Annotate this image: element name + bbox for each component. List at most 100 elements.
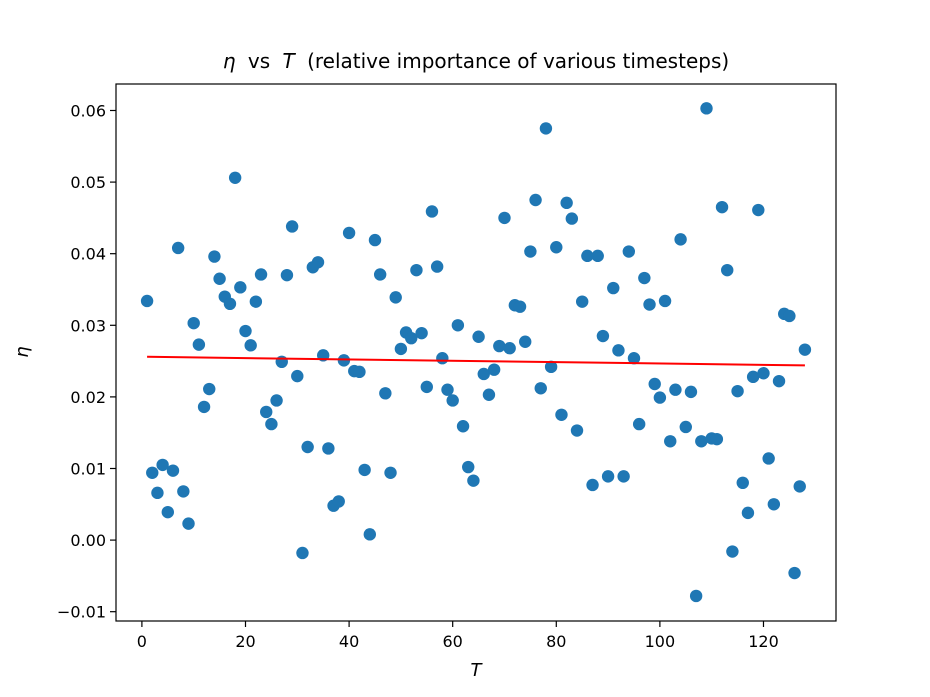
scatter-point bbox=[415, 326, 428, 340]
scatter-point bbox=[379, 387, 392, 400]
scatter-point bbox=[524, 245, 537, 258]
scatter-point bbox=[529, 193, 542, 207]
y-axis-label: η bbox=[12, 346, 33, 357]
scatter-point bbox=[715, 200, 729, 214]
x-axis-label: T bbox=[471, 660, 484, 681]
scatter-point bbox=[280, 268, 294, 282]
scatter-point bbox=[684, 385, 698, 399]
scatter-point bbox=[612, 344, 625, 357]
scatter-point bbox=[146, 466, 159, 479]
scatter-point bbox=[519, 335, 532, 348]
scatter-point bbox=[648, 377, 661, 391]
scatter-point bbox=[772, 374, 786, 388]
scatter-point bbox=[544, 360, 558, 374]
chart-title-vs: vs bbox=[248, 49, 270, 73]
scatter-point bbox=[239, 324, 252, 338]
x-axis: 0 20 40 60 80 100 120 bbox=[137, 621, 779, 651]
scatter-point bbox=[234, 281, 247, 294]
scatter-point bbox=[591, 249, 604, 263]
plot-area-frame bbox=[115, 83, 837, 622]
x-tick-label: 40 bbox=[339, 632, 359, 651]
y-tick-label: 0.04 bbox=[70, 245, 106, 264]
scatter-point bbox=[171, 241, 185, 255]
x-tick-label: 100 bbox=[645, 632, 676, 651]
scatter-point bbox=[757, 367, 770, 380]
scatter-point bbox=[430, 260, 444, 273]
chart-title-rest: (relative importance of various timestep… bbox=[307, 49, 729, 73]
scatter-point bbox=[451, 319, 465, 332]
scatter-point bbox=[467, 474, 480, 487]
scatter-point bbox=[368, 233, 382, 247]
scatter-point bbox=[539, 122, 553, 135]
scatter-point bbox=[575, 295, 589, 308]
scatter-point bbox=[736, 476, 749, 490]
scatter-point bbox=[669, 383, 682, 396]
scatter-point bbox=[560, 196, 573, 210]
scatter-point bbox=[208, 250, 221, 263]
scatter-point bbox=[503, 342, 516, 355]
y-tick-label: 0.01 bbox=[70, 459, 106, 478]
y-tick-label: 0.05 bbox=[70, 173, 106, 192]
x-tick-label: 80 bbox=[546, 632, 566, 651]
scatter-point bbox=[254, 268, 268, 281]
scatter-point bbox=[607, 281, 620, 295]
scatter-point bbox=[182, 517, 195, 530]
scatter-point bbox=[601, 470, 615, 483]
scatter-point bbox=[311, 256, 325, 269]
scatter-point bbox=[741, 506, 755, 520]
scatter-point bbox=[731, 384, 744, 398]
scatter-point bbox=[244, 339, 257, 352]
scatter-point bbox=[389, 291, 402, 304]
scatter-point bbox=[322, 442, 335, 455]
scatter-point bbox=[581, 249, 594, 263]
scatter-point bbox=[223, 297, 237, 311]
scatter-point bbox=[726, 545, 739, 558]
scatter-point bbox=[534, 382, 547, 395]
scatter-point bbox=[192, 338, 206, 351]
scatter-point bbox=[342, 226, 356, 240]
scatter-point bbox=[270, 394, 283, 407]
scatter-point bbox=[617, 470, 630, 483]
chart-title-math: η bbox=[223, 49, 236, 73]
scatter-point bbox=[498, 211, 511, 225]
scatter-point bbox=[695, 435, 708, 448]
scatter-point bbox=[788, 566, 801, 580]
scatter-point bbox=[798, 343, 812, 356]
scatter-point bbox=[664, 435, 677, 448]
x-tick-label: 0 bbox=[137, 632, 147, 651]
scatter-point bbox=[477, 367, 490, 381]
scatter-point bbox=[275, 355, 288, 369]
x-tick-label: 120 bbox=[748, 632, 779, 651]
scatter-point bbox=[783, 309, 796, 323]
y-axis: −0.01 0.00 0.01 0.02 0.03 0.04 0.05 0.06 bbox=[57, 101, 116, 622]
chart-title-math2: T bbox=[283, 49, 297, 73]
scatter-point bbox=[203, 382, 216, 396]
scatter-point bbox=[405, 331, 418, 345]
scatter-point bbox=[674, 233, 687, 246]
trend-line bbox=[147, 355, 805, 367]
y-tick-label: 0.03 bbox=[70, 316, 106, 335]
scatter-point bbox=[638, 271, 651, 285]
scatter-point bbox=[762, 452, 775, 465]
scatter-point bbox=[441, 383, 454, 396]
scatter-point bbox=[658, 294, 672, 308]
plot-layer bbox=[140, 102, 812, 603]
scatter-point bbox=[337, 354, 351, 367]
scatter-point bbox=[187, 316, 200, 330]
scatter-point bbox=[156, 458, 169, 472]
scatter-point bbox=[384, 466, 397, 479]
scatter-point bbox=[653, 391, 667, 404]
scatter-point bbox=[456, 420, 470, 433]
scatter-point bbox=[265, 417, 278, 431]
scatter-point bbox=[301, 440, 314, 454]
scatter-point bbox=[228, 171, 242, 184]
scatter-point bbox=[332, 495, 345, 508]
scatter-point bbox=[632, 417, 646, 431]
scatter-point bbox=[596, 329, 610, 343]
scatter-point bbox=[472, 330, 485, 343]
scatter-point bbox=[555, 408, 568, 421]
scatter-point bbox=[410, 263, 423, 277]
scatter-point bbox=[513, 300, 527, 313]
